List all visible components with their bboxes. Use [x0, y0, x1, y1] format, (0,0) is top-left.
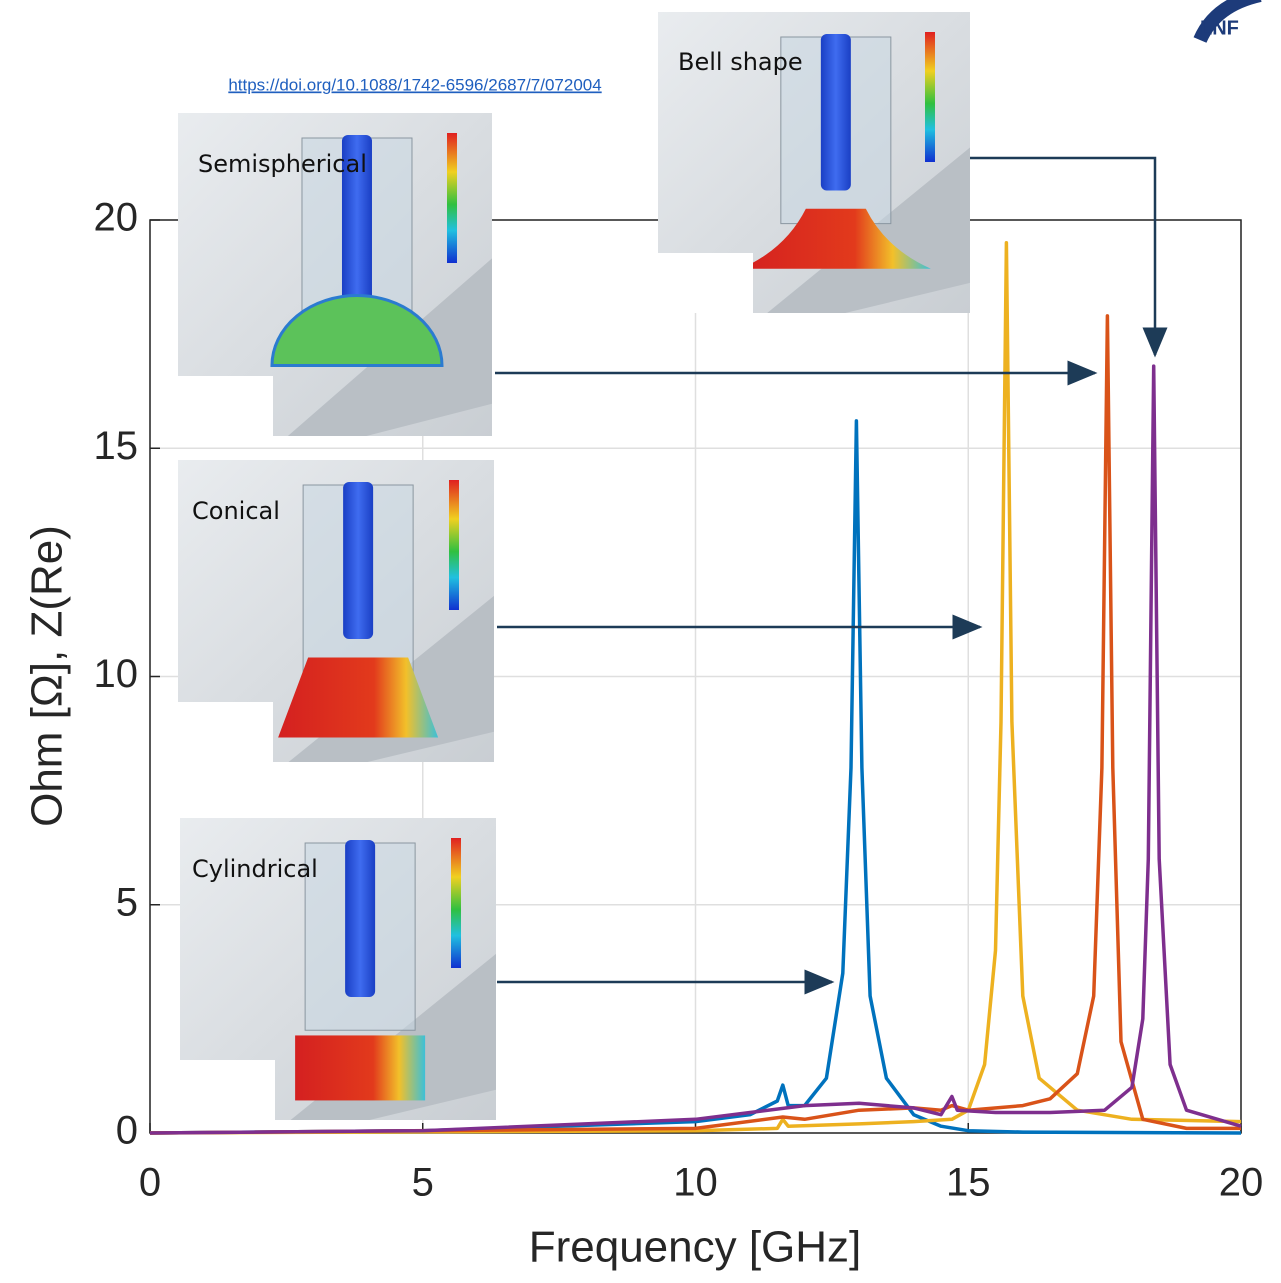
- inset-antenna: [343, 482, 373, 639]
- inset-image: Cylindrical: [180, 818, 496, 1120]
- inset-label: Bell shape: [678, 48, 803, 76]
- inset-image: Conical: [178, 460, 494, 762]
- inset-info-box: [658, 253, 753, 313]
- x-tick-label: 5: [412, 1161, 434, 1205]
- inset-antenna: [821, 34, 851, 191]
- x-axis-label: Frequency [GHz]: [529, 1223, 862, 1272]
- inset-colorbar: [447, 133, 457, 263]
- inset-cavity: [295, 1035, 425, 1100]
- chart: Frequency [GHz] Ohm [Ω], Z(Re) https://d…: [0, 0, 1281, 1283]
- x-tick-label: 20: [1219, 1161, 1264, 1205]
- inset-image: Bell shape: [658, 12, 970, 313]
- inset-colorbar: [451, 838, 461, 968]
- inset-info-box: [178, 376, 273, 436]
- inset-info-box: [178, 702, 273, 762]
- inset-antenna: [345, 840, 375, 997]
- source-link-text[interactable]: https://doi.org/10.1088/1742-6596/2687/7…: [228, 75, 601, 94]
- y-tick-label: 15: [94, 424, 139, 468]
- arrow: [970, 158, 1155, 355]
- y-tick-label: 10: [94, 652, 139, 696]
- inset-image: Semispherical: [178, 113, 492, 436]
- y-tick-label: 20: [94, 196, 139, 240]
- inset-label: Cylindrical: [192, 855, 318, 883]
- y-tick-label: 5: [116, 880, 138, 924]
- source-link[interactable]: https://doi.org/10.1088/1742-6596/2687/7…: [228, 75, 601, 94]
- y-axis-label: Ohm [Ω], Z(Re): [23, 525, 72, 827]
- x-tick-label: 15: [946, 1161, 991, 1205]
- inset-label: Semispherical: [198, 150, 367, 178]
- x-tick-label: 10: [673, 1161, 718, 1205]
- y-tick-label: 0: [116, 1109, 138, 1153]
- inset-colorbar: [449, 480, 459, 610]
- inset-colorbar: [925, 32, 935, 162]
- inset-info-box: [180, 1060, 275, 1120]
- inset-label: Conical: [192, 497, 280, 525]
- x-tick-label: 0: [139, 1161, 161, 1205]
- logo-text: LNF: [1200, 17, 1239, 39]
